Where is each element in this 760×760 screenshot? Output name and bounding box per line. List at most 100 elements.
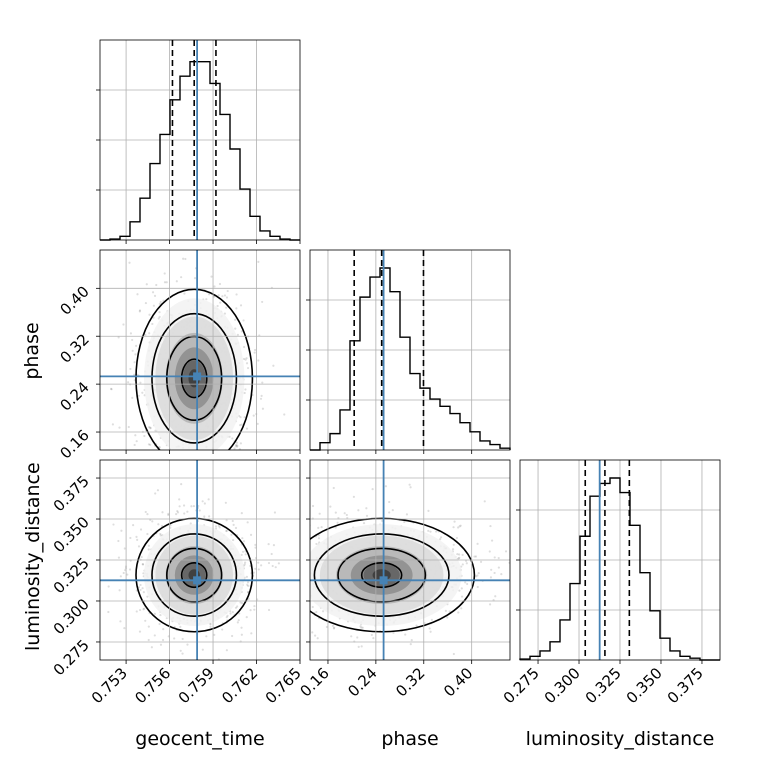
panel-geocent-time-vs-luminosity-distance-sample — [182, 504, 186, 507]
panel-geocent-time-vs-luminosity-distance-sample — [176, 509, 179, 513]
panel-geocent-time-vs-phase-sample — [122, 323, 125, 326]
panel-phase-vs-luminosity-distance-sample — [452, 526, 455, 529]
panel-geocent-time-vs-phase-sample — [131, 396, 134, 399]
panel-geocent-time-vs-phase-sample — [240, 423, 243, 426]
panel-geocent-time-vs-luminosity-distance-xtick-label-3: 0.762 — [218, 664, 261, 707]
panel-geocent-time-vs-phase-sample — [158, 311, 161, 314]
panel-geocent-time-vs-luminosity-distance-sample — [244, 561, 247, 564]
panel-phase-vs-luminosity-distance-sample — [403, 520, 406, 524]
panel-geocent-time-vs-luminosity-distance-sample — [249, 533, 253, 536]
panel-geocent-time-vs-luminosity-distance-sample — [240, 633, 243, 636]
panel-geocent-time-vs-phase-sample — [199, 451, 201, 453]
panel-geocent-time-vs-phase-sample — [147, 443, 151, 446]
panel-geocent-time-vs-phase-frame — [99, 249, 301, 451]
panel-phase-vs-luminosity-distance-sample — [334, 511, 337, 514]
panel-geocent-time-vs-luminosity-distance-sample — [246, 581, 250, 584]
panel-geocent-time-vs-luminosity-distance-sample — [231, 634, 234, 638]
panel-geocent-time-vs-phase-sample — [148, 313, 151, 316]
panel-phase-vs-luminosity-distance-sample — [302, 568, 304, 570]
panel-geocent-time-vs-luminosity-distance-sample — [249, 609, 252, 612]
panel-geocent-time-vs-luminosity-distance-sample — [226, 614, 229, 617]
panel-geocent-time-vs-phase-sample — [135, 344, 138, 347]
panel-geocent-time-vs-phase-sample — [256, 422, 259, 425]
panel-geocent-time-vs-phase-sample — [128, 261, 131, 264]
panel-phase-vs-luminosity-distance-sample — [453, 520, 456, 523]
panel-geocent-time-vs-luminosity-distance-sample — [240, 512, 243, 515]
panel-phase-vs-luminosity-distance-sample — [410, 638, 413, 642]
panel-geocent-time-vs-luminosity-distance-ytick-label-4: 0.375 — [50, 472, 93, 515]
panel-geocent-time-vs-phase-sample — [158, 446, 161, 449]
panel-geocent-time-vs-phase-sample — [139, 381, 142, 384]
panel-phase-vs-luminosity-distance-sample — [356, 636, 359, 639]
panel-geocent-time-vs-phase-sample — [283, 413, 286, 416]
panel-geocent-time-vs-luminosity-distance-contour-0 — [135, 517, 254, 633]
panel-geocent-time-vs-luminosity-distance-sample — [107, 610, 110, 614]
panel-phase-vs-luminosity-distance-sample — [408, 483, 411, 486]
panel-geocent-time-vs-phase-sample — [217, 294, 220, 297]
panel-phase-vs-luminosity-distance-sample — [352, 495, 355, 498]
panel-geocent-time-vs-phase-sample — [218, 282, 222, 286]
panel-geocent-time-vs-phase-sample — [129, 332, 133, 335]
panel-phase-vs-luminosity-distance-sample — [329, 505, 332, 508]
panel-geocent-time-vs-phase-sample — [137, 394, 140, 397]
panel-geocent-time-vs-phase-sample — [153, 294, 157, 297]
panel-phase-vs-luminosity-distance-sample — [315, 610, 318, 614]
panel-geocent-time-vs-phase-sample — [223, 294, 227, 297]
panel-phase-vs-luminosity-distance-xtick-label-2: 0.32 — [392, 664, 428, 700]
panel-geocent-time-vs-phase-sample — [138, 309, 142, 312]
panel-geocent-time-vs-phase-sample — [242, 357, 246, 361]
panel-geocent-time-vs-phase-sample — [157, 317, 160, 320]
panel-geocent-time-vs-phase-sample — [133, 361, 136, 364]
panel-phase-vs-luminosity-distance-sample — [290, 577, 292, 579]
x-axis-label-phase: phase — [381, 728, 439, 750]
panel-geocent-time-vs-luminosity-distance-sample — [254, 546, 257, 549]
panel-geocent-time-vs-luminosity-distance-sample — [231, 611, 234, 614]
panel-phase-vs-luminosity-distance-sample — [489, 576, 493, 579]
panel-geocent-time-vs-luminosity-distance-sample — [161, 638, 165, 642]
panel-geocent-time-vs-phase-sample — [111, 423, 115, 426]
panel-phase-vs-luminosity-distance-sample — [459, 524, 462, 527]
panel-phase-vs-luminosity-distance-sample — [488, 603, 492, 606]
panel-geocent-time-vs-phase-sample — [242, 345, 246, 349]
panel-phase-vs-luminosity-distance-sample — [306, 571, 308, 573]
panel-phase-vs-luminosity-distance-sample — [476, 585, 479, 589]
panel-geocent-time-vs-phase-sample — [261, 300, 264, 304]
panel-phase-vs-luminosity-distance-sample — [302, 529, 304, 531]
panel-geocent-time-vs-luminosity-distance-sample — [159, 534, 162, 537]
panel-geocent-time-vs-luminosity-distance-sample — [162, 628, 165, 631]
panel-phase-vs-luminosity-distance-sample — [427, 529, 430, 532]
panel-geocent-time-vs-luminosity-distance-sample — [190, 505, 193, 508]
hist-phase-frame — [309, 249, 511, 451]
panel-geocent-time-vs-luminosity-distance-sample — [132, 524, 135, 527]
panel-geocent-time-vs-phase-sample — [164, 223, 166, 225]
panel-geocent-time-vs-luminosity-distance-sample — [236, 605, 239, 608]
panel-phase-vs-luminosity-distance-sample — [317, 534, 320, 537]
panel-geocent-time-vs-phase-sample — [117, 336, 120, 339]
panel-geocent-time-vs-luminosity-distance-sample — [201, 500, 204, 503]
panel-phase-vs-luminosity-distance-xtick-label-1: 0.24 — [344, 664, 380, 700]
panel-geocent-time-vs-luminosity-distance-sample — [252, 571, 255, 574]
panel-phase-vs-luminosity-distance-sample — [254, 535, 256, 537]
hist-luminosity-distance-step — [519, 477, 720, 661]
panel-phase-vs-luminosity-distance-sample — [359, 625, 362, 628]
panel-phase-vs-luminosity-distance-sample — [497, 556, 500, 560]
panel-phase-vs-luminosity-distance-sample — [404, 633, 407, 636]
panel-geocent-time-vs-phase-sample — [210, 486, 212, 488]
panel-geocent-time-vs-phase-sample — [175, 280, 178, 283]
panel-geocent-time-vs-luminosity-distance-sample — [123, 627, 126, 630]
panel-phase-vs-luminosity-distance-sample — [429, 530, 432, 533]
panel-geocent-time-vs-phase-sample — [151, 322, 154, 326]
panel-geocent-time-vs-luminosity-distance-sample — [253, 608, 256, 611]
panel-geocent-time-vs-phase-sample — [145, 465, 147, 467]
panel-geocent-time-vs-phase-sample — [239, 442, 242, 445]
panel-geocent-time-vs-luminosity-distance-sample — [146, 513, 149, 516]
panel-geocent-time-vs-luminosity-distance-sample — [232, 523, 235, 526]
panel-geocent-time-vs-luminosity-distance-sample — [126, 573, 129, 576]
panel-geocent-time-vs-phase-sample — [149, 426, 152, 429]
panel-geocent-time-vs-luminosity-distance-sample — [214, 525, 218, 528]
panel-geocent-time-vs-luminosity-distance-sample — [153, 634, 156, 637]
panel-geocent-time-vs-phase-sample — [245, 427, 249, 430]
panel-phase-vs-luminosity-distance-sample — [466, 582, 469, 586]
panel-geocent-time-vs-phase-sample — [201, 483, 203, 485]
panel-geocent-time-vs-luminosity-distance-sample — [270, 552, 273, 556]
